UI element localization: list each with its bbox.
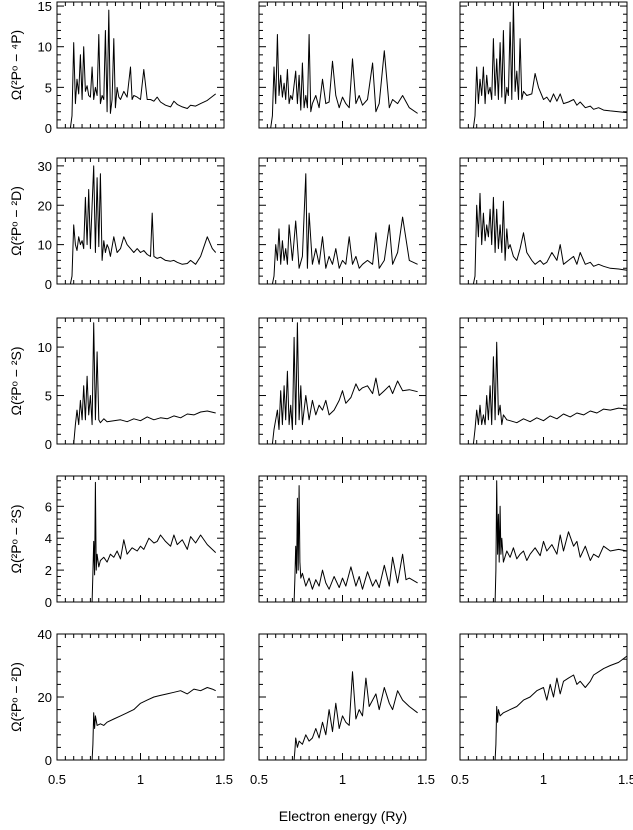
panel-r5-c1: 0 20 40 0.5 1 1.5: [38, 627, 234, 787]
y-tick-label: 0: [45, 277, 52, 292]
y-tick-label: 5: [45, 389, 52, 404]
panel-r1-c2: [258, 1, 427, 129]
panel-r1-c1: 0 5 10 15: [38, 0, 225, 136]
y-tick-label: 4: [45, 531, 52, 546]
panel-r1-c3: [459, 1, 628, 129]
panel-r2-c1: 0 10 20 30: [38, 157, 225, 292]
panel-r5-c2: 0.5 1 1.5: [250, 633, 435, 787]
series-line: [460, 341, 628, 445]
series-line: [259, 485, 418, 603]
panel-frame: [459, 633, 628, 761]
y-tick-label: 30: [38, 159, 52, 174]
panel-r3-c1: 0 5 10: [38, 317, 225, 452]
y-axis-label-row-3: Ω(²Pᵒ − ²S): [8, 346, 24, 415]
series-line: [57, 322, 216, 445]
series-line: [57, 481, 217, 603]
x-tick-label: 1.5: [215, 772, 233, 787]
series-line: [460, 1, 628, 129]
series-line: [57, 165, 217, 285]
series-line: [57, 687, 216, 761]
x-tick-label: 0.5: [250, 772, 268, 787]
panel-frame: [56, 1, 225, 129]
panel-r2-c3: [459, 157, 628, 285]
series-line: [57, 9, 217, 129]
y-tick-label: 10: [38, 340, 52, 355]
panel-frame: [459, 475, 628, 603]
x-tick-label: 0.5: [48, 772, 66, 787]
x-tick-label: 1.5: [417, 772, 435, 787]
y-tick-label: 20: [38, 198, 52, 213]
y-tick-label: 2: [45, 563, 52, 578]
y-tick-label: 0: [45, 595, 52, 610]
y-tick-label: 0: [45, 121, 52, 136]
panel-r4-c1: 0 2 4 6: [45, 475, 225, 610]
x-axis-label: Electron energy (Ry): [279, 808, 407, 824]
series-line: [460, 192, 628, 285]
y-axis-label-row-1: Ω(²Pᵒ − ⁴P): [8, 30, 24, 100]
y-tick-label: 0: [45, 753, 52, 768]
panel-r4-c3: [459, 475, 628, 603]
panel-frame: [56, 157, 225, 285]
series-line: [460, 655, 628, 761]
panel-frame: [258, 1, 427, 129]
x-tick-label: 1: [540, 772, 547, 787]
x-tick-label: 1: [137, 772, 144, 787]
y-tick-label: 10: [38, 40, 52, 55]
panel-frame: [56, 475, 225, 603]
x-tick-label: 0.5: [451, 772, 469, 787]
panel-r4-c2: [258, 475, 427, 603]
y-tick-label: 0: [45, 437, 52, 452]
series-line: [259, 322, 418, 445]
panel-r5-c3: 0.5 1 1.5: [451, 633, 633, 787]
y-tick-label: 6: [45, 499, 52, 514]
y-axis-label-row-2: Ω(²Pᵒ − ²D): [8, 186, 24, 256]
panel-frame: [56, 317, 225, 445]
y-tick-label: 15: [38, 0, 52, 14]
panel-frame: [258, 157, 427, 285]
series-line: [259, 671, 418, 761]
panel-frame: [459, 157, 628, 285]
y-tick-label: 10: [38, 238, 52, 253]
panel-r3-c2: [258, 317, 427, 445]
y-axis-label-row-5: Ω(²Pᵒ − ²D): [8, 662, 24, 732]
panel-r3-c3: [459, 317, 628, 445]
y-tick-label: 20: [38, 690, 52, 705]
y-tick-label: 5: [45, 80, 52, 95]
series-line: [259, 34, 418, 129]
panel-frame: [56, 633, 225, 761]
panel-r2-c2: [258, 157, 427, 285]
y-axis-label-row-4: Ω(²Pᵒ − ²S): [8, 504, 24, 573]
panel-frame: [459, 317, 628, 445]
series-line: [259, 173, 418, 285]
x-tick-label: 1: [339, 772, 346, 787]
panel-frame: [258, 317, 427, 445]
series-line: [460, 480, 628, 603]
panel-frame: [258, 475, 427, 603]
x-tick-label: 1.5: [618, 772, 633, 787]
y-tick-label: 40: [38, 627, 52, 642]
